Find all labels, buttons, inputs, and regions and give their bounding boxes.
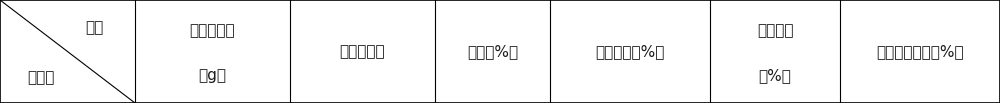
Text: 称样量比值: 称样量比值 bbox=[190, 23, 235, 38]
Text: （%）: （%） bbox=[759, 68, 791, 83]
Text: 标准偏差: 标准偏差 bbox=[757, 23, 793, 38]
Text: 项目: 项目 bbox=[85, 20, 104, 35]
Text: 平均含量（%）: 平均含量（%） bbox=[595, 44, 665, 59]
Text: 含量（%）: 含量（%） bbox=[467, 44, 518, 59]
Text: 相对标准偏差（%）: 相对标准偏差（%） bbox=[876, 44, 964, 59]
Text: 峰面积比值: 峰面积比值 bbox=[340, 44, 385, 59]
Text: 试验号: 试验号 bbox=[27, 70, 54, 85]
Text: （g）: （g） bbox=[199, 68, 227, 83]
